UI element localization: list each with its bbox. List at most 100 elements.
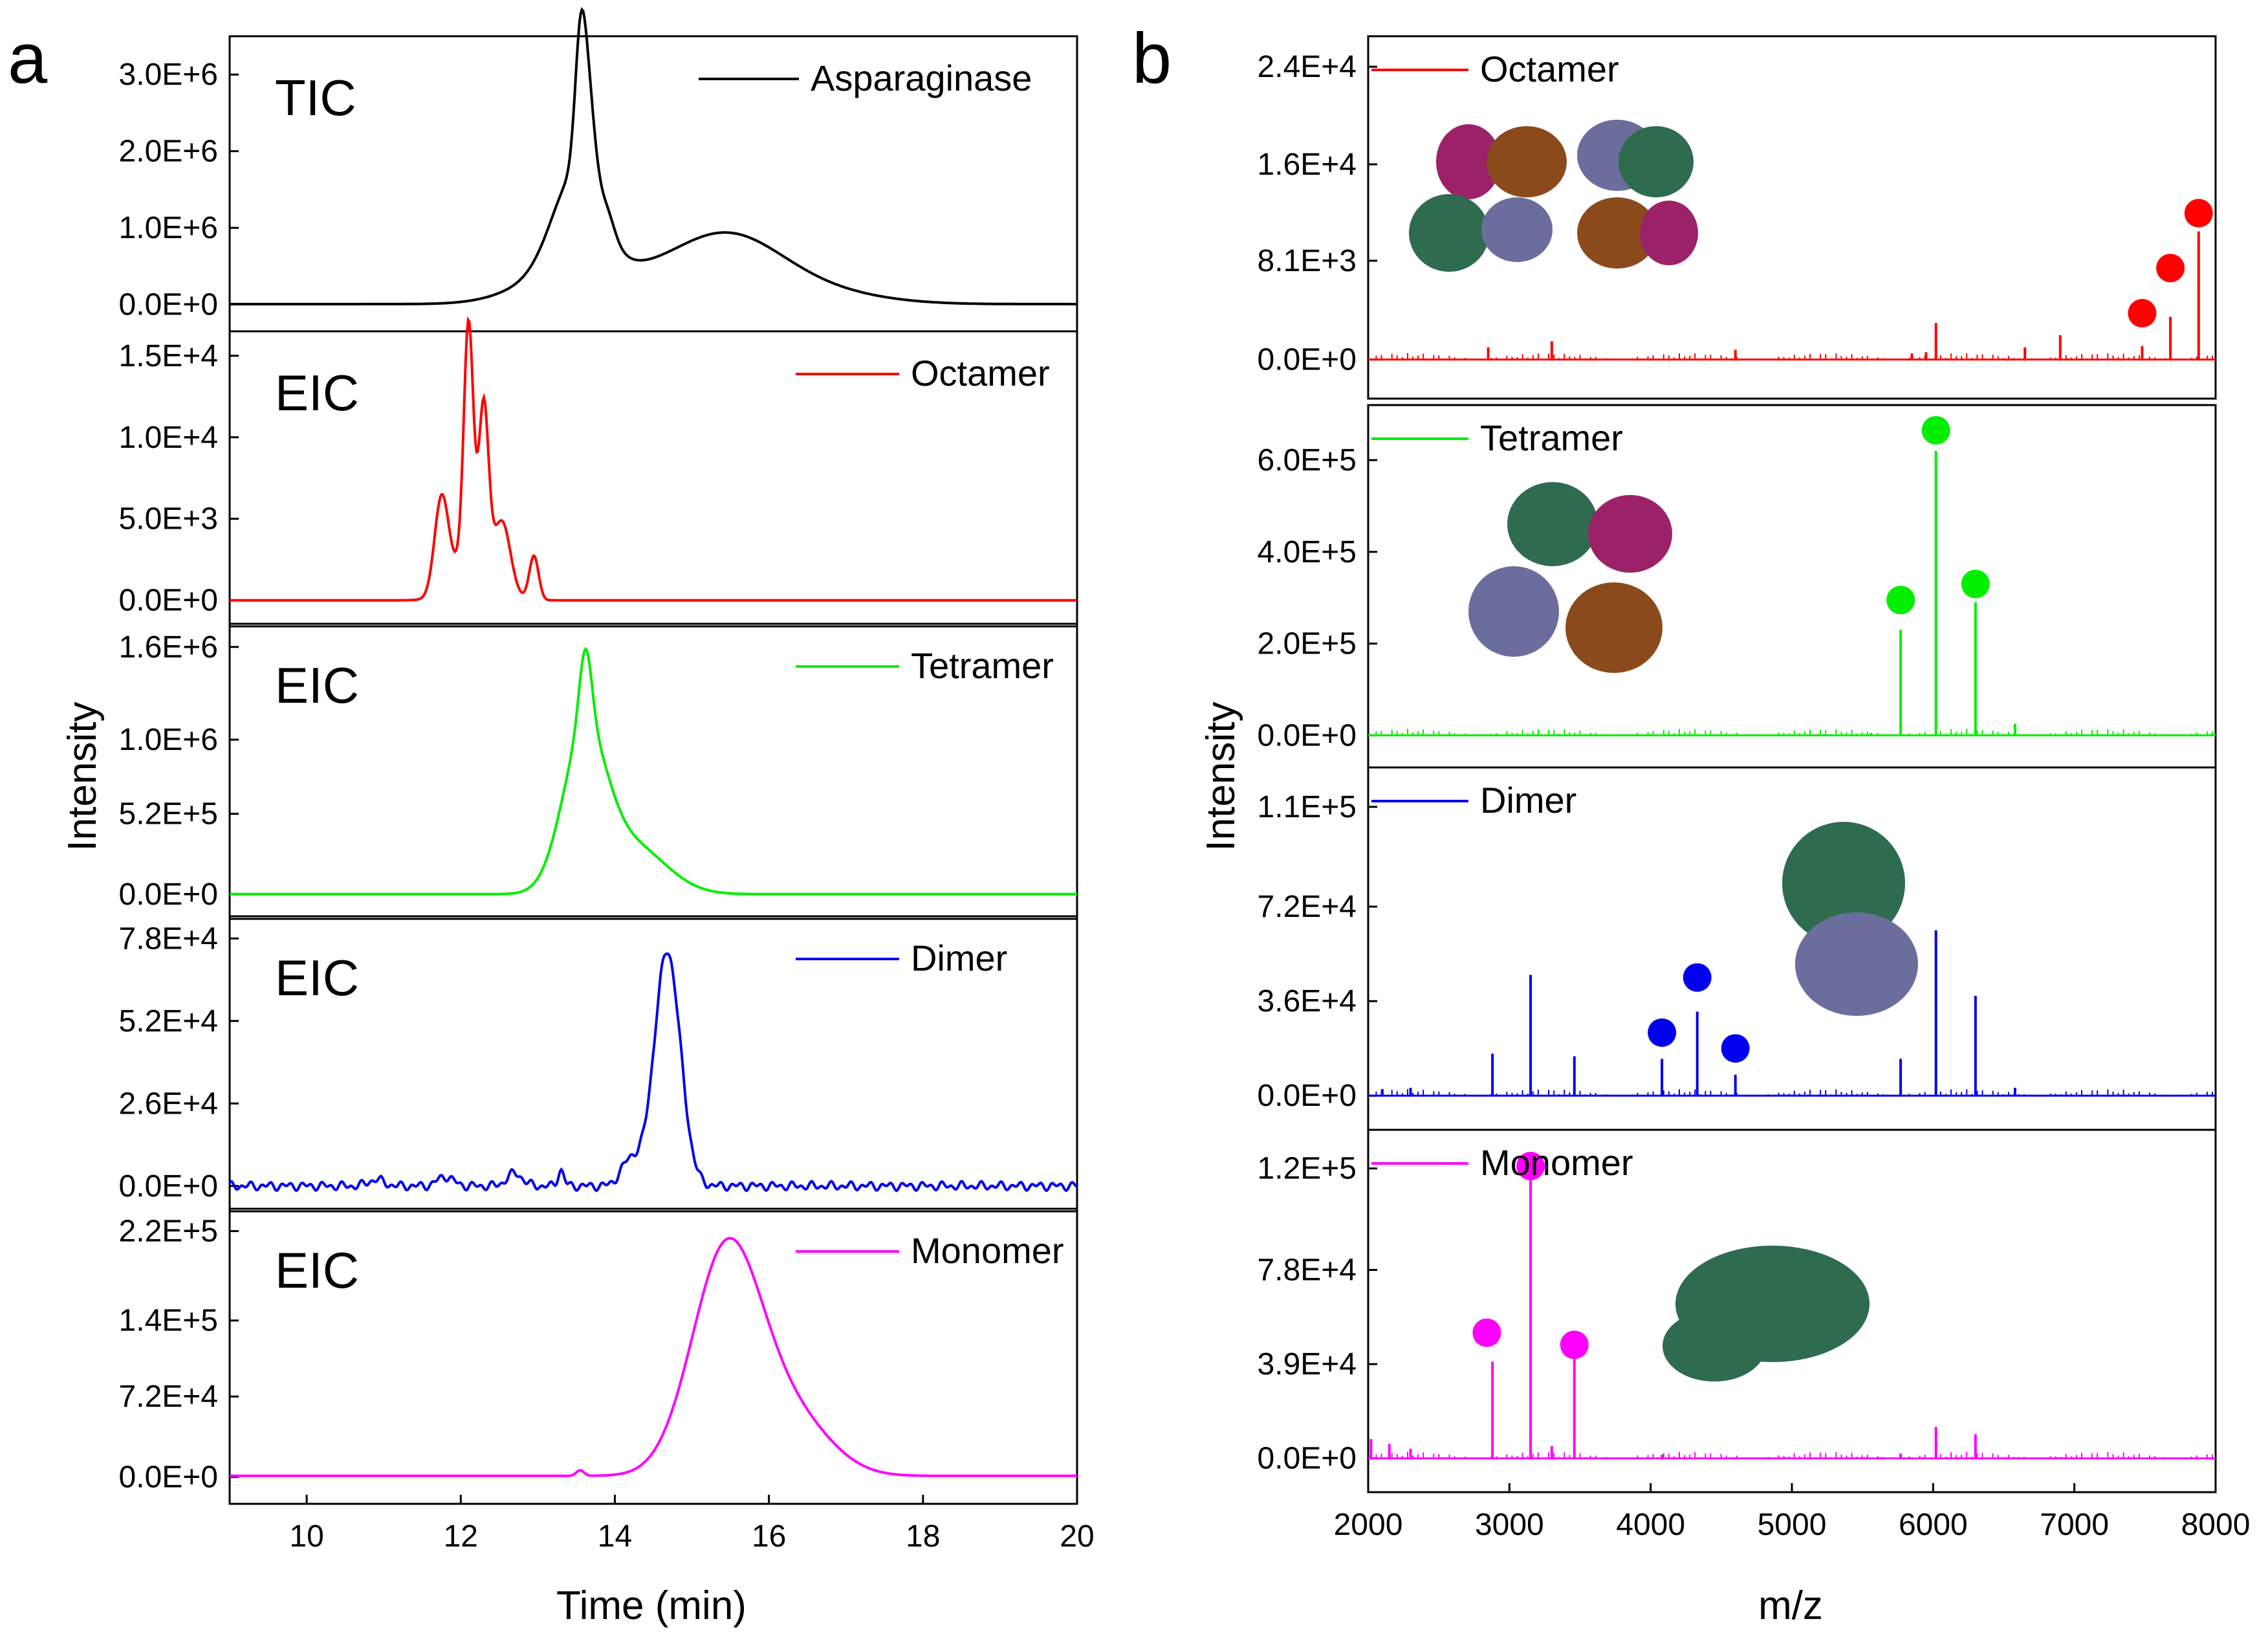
y-tick-label: 0.0E+0: [119, 288, 218, 322]
charge-state-marker: [1886, 586, 1915, 615]
charge-state-marker: [1560, 1330, 1589, 1360]
plot-frame-7: [1367, 766, 2217, 1131]
trace-type-label: EIC: [275, 657, 359, 714]
trace-tetramer: [230, 646, 1077, 896]
charge-state-marker: [1721, 1034, 1750, 1063]
y-tick-label: 7.8E+4: [1258, 1253, 1357, 1288]
plot-frame-2: [228, 622, 1078, 920]
y-tick-label: 3.9E+4: [1258, 1347, 1357, 1382]
y-tick-label: 5.2E+5: [119, 797, 218, 832]
panel-b-xlabel: m/z: [1758, 1583, 1823, 1628]
x-tick-label: 12: [444, 1519, 478, 1554]
x-axes: 10 12 14 16 18 20 2000 3000 4000 5000 6000 7000 8000: [289, 1483, 2250, 1554]
trace-type-label: EIC: [275, 364, 359, 421]
y-tick-label: 0.0E+0: [1258, 718, 1357, 753]
legend-label-2: Tetramer: [911, 645, 1054, 686]
y-tick-label: 2.6E+4: [119, 1086, 218, 1121]
dimer-structure-icon: [1782, 822, 1918, 1016]
y-tick-label: 1.4E+5: [119, 1304, 218, 1338]
y-tick-label: 1.0E+4: [119, 421, 218, 455]
y-tick-label: 4.0E+5: [1258, 535, 1357, 569]
y-tick-label: 6.0E+5: [1258, 443, 1357, 478]
legend-label-7: Dimer: [1480, 780, 1576, 820]
trace-dimer: [228, 952, 1078, 1193]
y-tick-label: 7.8E+4: [119, 921, 218, 956]
charge-state-marker: [1683, 963, 1712, 992]
trace-type-label: EIC: [275, 949, 359, 1006]
tetramer-structure-icon: [1468, 482, 1672, 673]
x-tick-label: 5000: [1758, 1508, 1827, 1542]
charge-state-marker: [2128, 299, 2157, 328]
y-tick-label: 3.6E+4: [1258, 984, 1357, 1019]
y-tick-label: 1.1E+5: [1258, 790, 1357, 824]
y-tick-label: 2.0E+6: [119, 135, 218, 169]
plot-frame-5: [1367, 35, 2217, 400]
y-tick-label: 1.0E+6: [119, 723, 218, 757]
panel-label-b: b: [1132, 19, 1172, 98]
y-tick-label: 0.0E+0: [1258, 1079, 1357, 1113]
panel-a-ylabel: Intensity: [60, 702, 105, 852]
trace-type-label: EIC: [275, 1242, 359, 1299]
y-tick-label: 1.2E+5: [1258, 1152, 1357, 1186]
y-tick-label: 2.4E+4: [1258, 50, 1357, 84]
x-tick-label: 20: [1060, 1519, 1094, 1554]
panel-a-xlabel: Time (min): [556, 1583, 747, 1628]
y-tick-label: 8.1E+3: [1258, 244, 1357, 278]
charge-state-marker: [2184, 199, 2213, 228]
monomer-structure-icon: [1663, 1246, 1870, 1382]
plot-frame-3: [228, 915, 1078, 1213]
trace-asparaginase: [230, 6, 1077, 305]
plot-frame-1: [228, 330, 1078, 628]
y-tick-label: 5.0E+3: [119, 502, 218, 536]
x-tick-label: 4000: [1616, 1508, 1685, 1542]
legend-label-5: Octamer: [1480, 49, 1619, 89]
y-tick-label: 7.2E+4: [1258, 890, 1357, 924]
trace-type-label: TIC: [275, 69, 356, 126]
y-tick-label: 0.0E+0: [119, 1169, 218, 1204]
panel-b-mass-spectra: 0.0E+0 8.1E+3 1.6E+4 2.4E+4 Octamer 0.0E+0 2.0…: [1258, 35, 2217, 1493]
y-tick-label: 3.0E+6: [119, 58, 218, 92]
trace-octamer: [230, 316, 1077, 602]
y-tick-label: 1.5E+4: [119, 339, 218, 373]
plot-frame-4: [228, 1207, 1078, 1505]
y-tick-label: 0.0E+0: [119, 877, 218, 912]
y-tick-label: 1.6E+4: [1258, 148, 1357, 182]
charge-state-marker: [1921, 415, 1950, 445]
x-tick-label: 7000: [2040, 1508, 2109, 1542]
charge-state-marker: [1648, 1018, 1677, 1047]
y-tick-label: 5.2E+4: [119, 1004, 218, 1039]
y-tick-label: 7.2E+4: [119, 1380, 218, 1414]
y-tick-label: 2.0E+5: [1258, 627, 1357, 661]
y-tick-label: 1.6E+6: [119, 630, 218, 665]
x-tick-label: 14: [598, 1519, 632, 1554]
y-tick-label: 1.0E+6: [119, 211, 218, 245]
x-tick-label: 16: [752, 1519, 786, 1554]
legend-label-0: Asparaginase: [811, 58, 1032, 98]
charge-state-marker: [1472, 1318, 1501, 1347]
x-tick-label: 10: [289, 1519, 323, 1554]
legend-label-8: Monomer: [1480, 1142, 1633, 1183]
x-tick-label: 2000: [1334, 1508, 1403, 1542]
y-tick-label: 0.0E+0: [119, 1460, 218, 1495]
legend-label-3: Dimer: [911, 938, 1007, 978]
y-tick-label: 2.2E+5: [119, 1215, 218, 1249]
legend-label-6: Tetramer: [1480, 417, 1623, 458]
legend-label-4: Monomer: [911, 1230, 1064, 1271]
panel-a-chromatograms: 0.0E+0 1.0E+6 2.0E+6 3.0E+6 TIC Asparaginase 0…: [119, 6, 1078, 1505]
panel-b-ylabel: Intensity: [1199, 702, 1243, 852]
legend-label-1: Octamer: [911, 353, 1050, 393]
y-tick-label: 0.0E+0: [1258, 343, 1357, 377]
panel-label-a: a: [8, 19, 48, 98]
x-tick-label: 6000: [1899, 1508, 1968, 1542]
charge-state-marker: [2156, 254, 2185, 283]
charge-state-marker: [1961, 569, 1990, 599]
octamer-structure-icon: [1409, 120, 1698, 272]
y-tick-label: 0.0E+0: [119, 584, 218, 618]
x-tick-label: 18: [906, 1519, 940, 1554]
x-tick-label: 8000: [2181, 1508, 2251, 1542]
charge-state-marker: [1516, 1152, 1545, 1180]
y-tick-label: 0.0E+0: [1258, 1442, 1357, 1476]
x-tick-label: 3000: [1475, 1508, 1544, 1542]
trace-monomer: [230, 1237, 1077, 1477]
